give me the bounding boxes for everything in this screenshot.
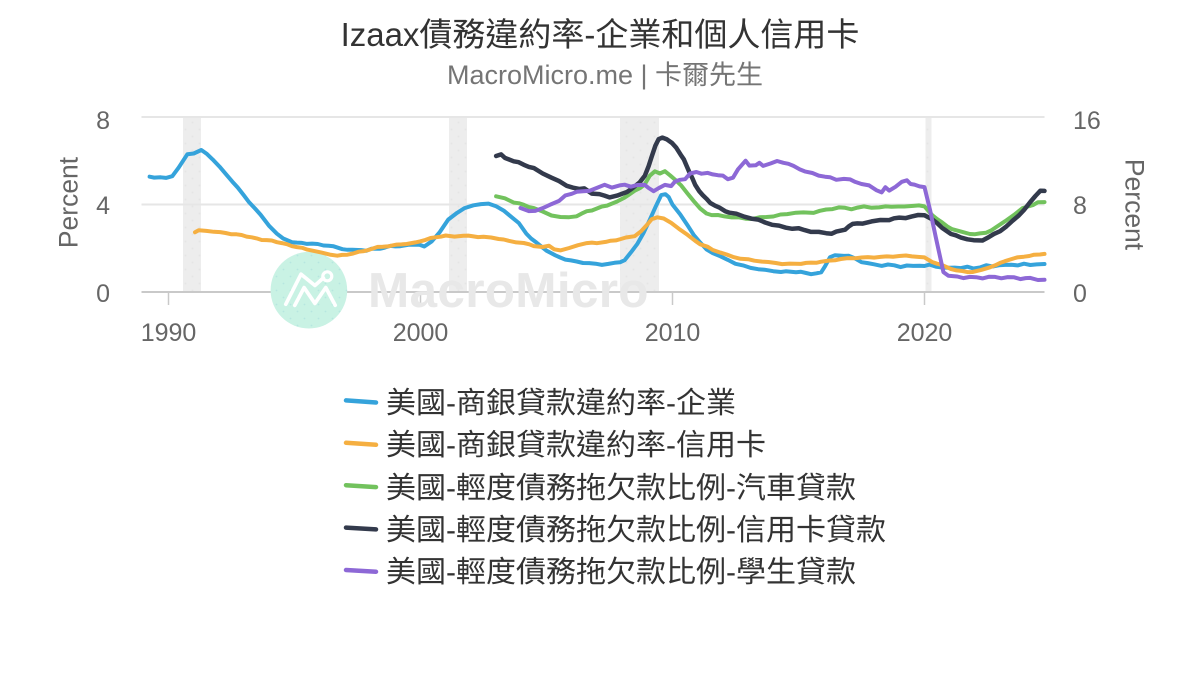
svg-text:MacroMicro: MacroMicro	[368, 263, 649, 318]
